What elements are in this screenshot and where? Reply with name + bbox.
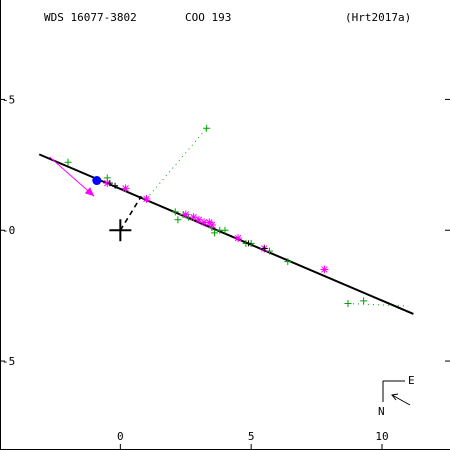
- dotted-line-0: [146, 127, 208, 200]
- black-mark-0: [106, 180, 113, 187]
- magenta-point-6: [200, 218, 209, 227]
- compass-east-label: E: [408, 374, 415, 387]
- magenta-point-4: [189, 213, 198, 222]
- primary-star: [109, 219, 132, 242]
- motion-arrow: [49, 156, 95, 197]
- header-disc: COO 193: [185, 11, 231, 24]
- blue-dot: [92, 176, 102, 186]
- x-tick-label-0: 0: [117, 430, 124, 443]
- header-wds: WDS 16077-3802: [44, 11, 137, 24]
- axis-ticks: 0 5 10 -5 -0 -5: [0, 93, 450, 450]
- black-observations: [106, 180, 268, 252]
- y-tick-label-2: -5: [2, 355, 15, 368]
- primary-star-marker: [109, 219, 132, 242]
- y-tick-label-0: -5: [2, 93, 15, 106]
- green-point-13: [284, 258, 292, 266]
- green-observations: [64, 124, 368, 307]
- green-point-0: [64, 158, 72, 166]
- magenta-point-1: [121, 184, 130, 193]
- black-mark-3: [261, 245, 268, 252]
- green-point-2: [171, 208, 179, 216]
- magenta-point-5: [194, 215, 203, 224]
- compass-north-label: N: [378, 405, 385, 418]
- compass: E N: [378, 374, 415, 418]
- motion-arrow-head: [84, 187, 95, 197]
- magenta-point-2: [142, 194, 151, 203]
- dashed-line: [119, 195, 142, 231]
- dotted-residual-lines: [146, 127, 409, 307]
- compass-direction-arrow: [391, 394, 411, 406]
- green-point-16: [203, 124, 211, 132]
- orbit-curve: [38, 153, 414, 315]
- magenta-point-3: [181, 210, 190, 219]
- green-point-9: [221, 226, 229, 234]
- header-ref: (Hrt2017a): [345, 11, 411, 24]
- node-dashed-line: [119, 195, 142, 231]
- green-point-15: [360, 297, 368, 305]
- black-mark-2: [245, 240, 252, 247]
- dotted-line-1: [347, 302, 409, 307]
- compass-arrow-head: [391, 393, 399, 401]
- green-point-3: [174, 216, 182, 224]
- magenta-point-11: [320, 265, 329, 274]
- orbit-line: [38, 153, 414, 315]
- magenta-point-8: [207, 221, 216, 229]
- magenta-point-9: [234, 234, 243, 243]
- x-tick-label-2: 10: [375, 430, 388, 443]
- black-mark-1: [112, 182, 119, 189]
- green-point-7: [211, 229, 219, 237]
- green-point-14: [344, 299, 352, 307]
- motion-arrow-shaft: [49, 156, 95, 197]
- y-tick-label-1: -0: [2, 224, 15, 237]
- magenta-observations: [103, 179, 329, 274]
- blue-position-marker: [92, 176, 102, 186]
- x-tick-label-1: 5: [248, 430, 255, 443]
